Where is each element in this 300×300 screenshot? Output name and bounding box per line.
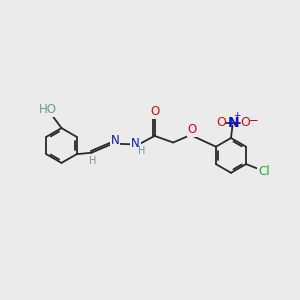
Text: O: O: [150, 105, 159, 118]
Text: +: +: [233, 111, 240, 120]
Text: N: N: [131, 137, 140, 150]
Text: N: N: [227, 116, 239, 130]
Text: H: H: [138, 146, 145, 156]
Text: O: O: [216, 116, 226, 130]
Text: H: H: [89, 156, 96, 166]
Text: −: −: [249, 114, 258, 128]
Text: HO: HO: [39, 103, 57, 116]
Text: O: O: [188, 123, 197, 136]
Text: O: O: [240, 116, 250, 130]
Text: N: N: [111, 134, 119, 147]
Text: Cl: Cl: [258, 165, 270, 178]
